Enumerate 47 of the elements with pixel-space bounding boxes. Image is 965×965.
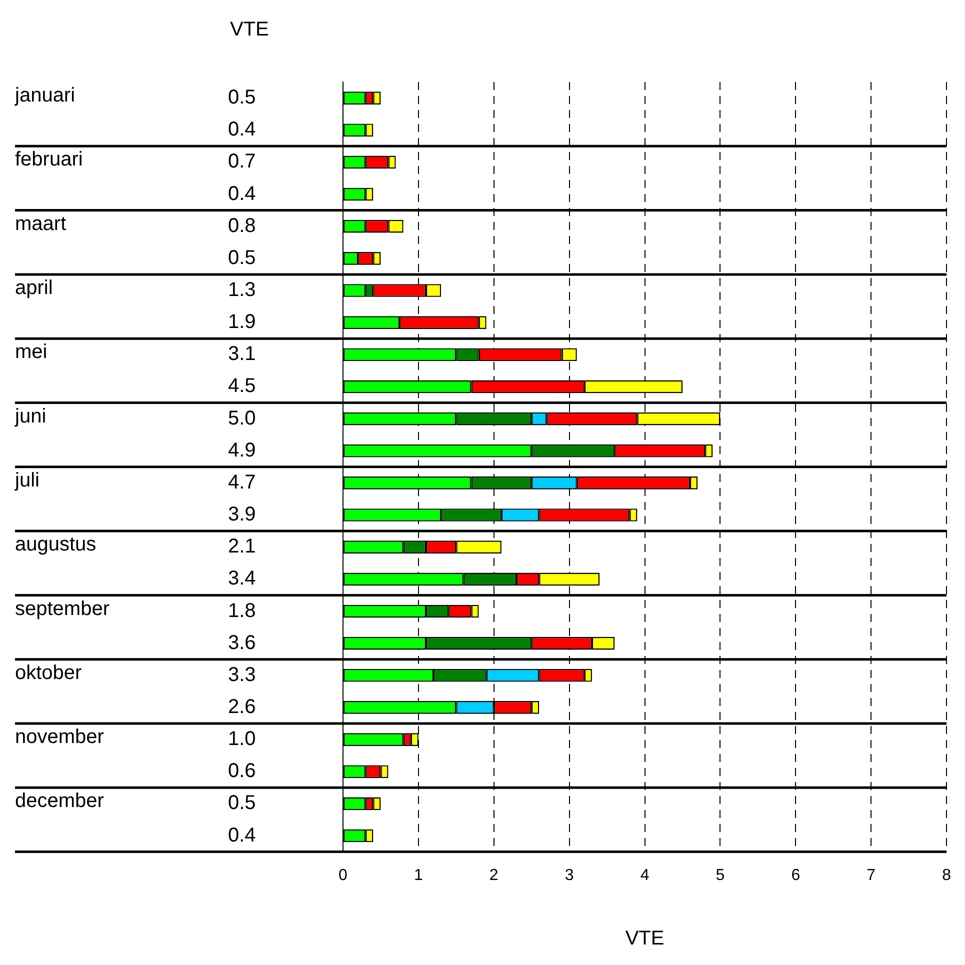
x-tick-label: 7 (866, 866, 876, 884)
text: april (15, 277, 53, 300)
y-tick-label: 3.3 (228, 664, 256, 686)
x-tick-label: 0 (338, 866, 348, 884)
text: VTE (230, 18, 269, 41)
text: september (15, 598, 110, 620)
y-tick-label: 0.5 (228, 246, 256, 269)
y-tick-label: 0.7 (228, 150, 256, 173)
text: november (15, 726, 104, 748)
text: februari (15, 148, 83, 171)
x-tick-label: 5 (716, 866, 725, 884)
x-tick-label: 2 (489, 866, 498, 884)
y-tick-label: 0.4 (228, 824, 256, 846)
y-tick-label: 2.6 (228, 696, 256, 718)
y-tick-label: 3.9 (228, 504, 256, 526)
x-tick-label: 8 (942, 866, 952, 884)
text: oktober (15, 662, 82, 684)
y-tick-label: 1.3 (228, 279, 256, 302)
x-tick-label: 4 (640, 866, 650, 884)
text: januari (14, 84, 76, 107)
y-tick-label: 4.9 (228, 439, 256, 462)
y-tick-label: 0.5 (228, 792, 256, 814)
text: juni (14, 405, 46, 428)
text: maart (15, 212, 67, 235)
y-tick-label: 4.5 (228, 375, 256, 398)
y-tick-label: 1.9 (228, 311, 256, 334)
y-tick-label: 1.8 (228, 600, 256, 622)
x-tick-label: 1 (414, 866, 423, 884)
y-tick-label: 3.4 (228, 568, 256, 590)
x-axis-title: VTE (625, 928, 664, 950)
x-tick-label: 6 (791, 866, 800, 884)
y-tick-label: 0.6 (228, 760, 256, 782)
y-tick-label: 1.0 (228, 728, 256, 750)
y-tick-label: 0.8 (228, 214, 256, 237)
y-tick-label: 3.1 (228, 343, 256, 366)
text: december (15, 790, 104, 812)
x-tick-label: 3 (564, 866, 574, 884)
y-tick-label: 0.5 (228, 86, 256, 109)
text: mei (15, 341, 48, 364)
y-tick-label: 0.4 (228, 118, 256, 141)
y-tick-label: 4.7 (228, 471, 256, 494)
y-tick-label: 0.4 (228, 182, 256, 205)
text: augustus (15, 534, 96, 556)
y-tick-label: 2.1 (228, 536, 256, 558)
y-tick-label: 5.0 (228, 407, 256, 430)
text: juli (14, 469, 40, 492)
y-tick-label: 3.6 (228, 632, 256, 654)
